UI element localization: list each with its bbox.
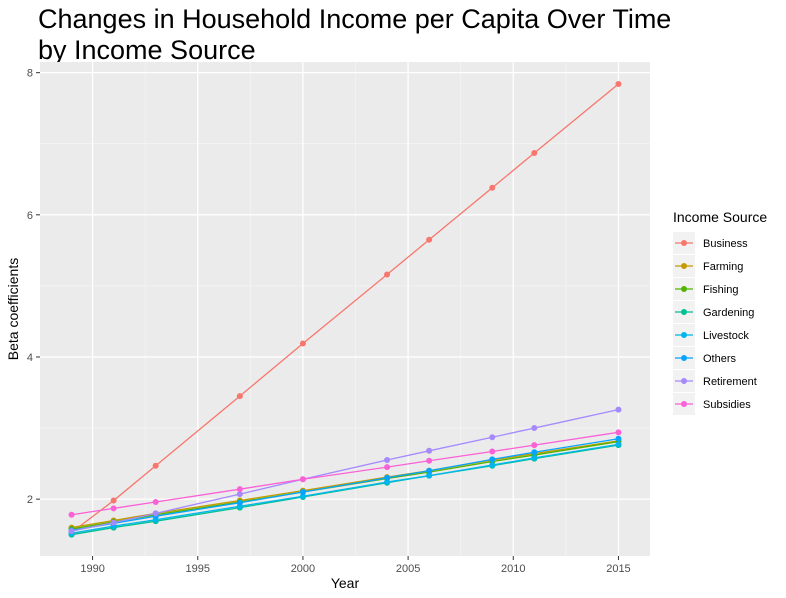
data-point-livestock <box>426 472 433 479</box>
x-axis-label: Year <box>331 575 360 591</box>
data-point-retirement <box>531 425 538 432</box>
data-point-subsidies <box>299 476 306 483</box>
legend: Business Farming Fishing Gardening Livestock… <box>673 232 757 415</box>
data-point-subsidies <box>68 511 75 518</box>
legend-key-point <box>681 240 687 246</box>
series-subsidies <box>68 429 622 518</box>
y-tick-label: 4 <box>27 352 33 364</box>
data-point-retirement <box>68 528 75 535</box>
legend-item-subsidies: Subsidies <box>673 393 751 415</box>
x-tick-label: 2015 <box>606 563 630 575</box>
data-point-livestock <box>489 462 496 469</box>
legend-key-point <box>681 332 687 338</box>
data-point-business <box>384 271 391 278</box>
data-point-livestock <box>615 441 622 448</box>
series-line-farming <box>71 440 619 529</box>
legend-item-farming: Farming <box>673 255 743 277</box>
legend-label-fishing: Fishing <box>703 284 738 296</box>
x-tick-label: 1995 <box>186 563 210 575</box>
y-tick-label: 2 <box>27 494 33 506</box>
data-point-business <box>489 184 496 191</box>
legend-title: Income Source <box>673 209 768 225</box>
data-point-subsidies <box>384 464 391 471</box>
data-point-others <box>299 489 306 496</box>
legend-key-point <box>681 263 687 269</box>
chart-title-line-2: by Income Source <box>38 35 256 65</box>
series-line-subsidies <box>71 431 619 516</box>
axis-layer: 1990 1995 2000 2005 2010 2015 2 4 6 8 <box>27 68 631 575</box>
legend-item-retirement: Retirement <box>673 370 757 392</box>
data-point-retirement <box>236 491 243 498</box>
legend-label-livestock: Livestock <box>703 330 749 342</box>
data-point-retirement <box>615 406 622 413</box>
x-tick-label: 2010 <box>501 563 525 575</box>
series-line-livestock <box>71 443 619 534</box>
legend-key-point <box>681 401 687 407</box>
data-point-subsidies <box>236 486 243 493</box>
data-point-others <box>236 499 243 506</box>
data-point-subsidies <box>489 448 496 455</box>
data-point-others <box>531 449 538 456</box>
chart-title: Changes in Household Income per Capita O… <box>38 4 738 66</box>
data-point-others <box>426 467 433 474</box>
data-point-business <box>426 236 433 243</box>
series-line-others <box>71 438 619 532</box>
legend-key-point <box>681 286 687 292</box>
legend-label-retirement: Retirement <box>703 376 757 388</box>
y-tick-label: 8 <box>27 68 33 80</box>
data-point-livestock <box>531 454 538 461</box>
data-point-subsidies <box>615 429 622 436</box>
data-point-business <box>531 149 538 156</box>
data-point-business <box>236 393 243 400</box>
legend-label-gardening: Gardening <box>703 307 754 319</box>
data-point-retirement <box>152 510 159 517</box>
legend-label-subsidies: Subsidies <box>703 399 751 411</box>
legend-item-others: Others <box>673 347 737 369</box>
data-point-subsidies <box>152 498 159 505</box>
y-tick-label: 6 <box>27 210 33 222</box>
data-point-subsidies <box>110 505 117 512</box>
chart-title-line-1: Changes in Household Income per Capita O… <box>38 4 672 34</box>
data-point-business <box>615 81 622 88</box>
x-tick-label: 1990 <box>80 563 104 575</box>
series-line-gardening <box>71 444 619 536</box>
data-point-retirement <box>384 457 391 464</box>
y-axis-label: Beta coefficients <box>5 258 21 360</box>
data-point-subsidies <box>531 442 538 449</box>
data-point-retirement <box>110 519 117 526</box>
x-tick-label: 2005 <box>396 563 420 575</box>
legend-item-fishing: Fishing <box>673 278 738 300</box>
data-point-others <box>615 435 622 442</box>
legend-label-farming: Farming <box>703 261 743 273</box>
series-line-retirement <box>71 408 619 532</box>
data-point-business <box>299 340 306 347</box>
data-point-others <box>384 474 391 481</box>
data-point-retirement <box>489 434 496 441</box>
legend-item-business: Business <box>673 232 748 254</box>
data-point-livestock <box>299 493 306 500</box>
legend-key-point <box>681 355 687 361</box>
legend-key-point <box>681 309 687 315</box>
series-layer <box>68 81 622 538</box>
data-point-retirement <box>426 447 433 454</box>
data-point-others <box>489 456 496 463</box>
legend-item-gardening: Gardening <box>673 301 754 323</box>
data-point-subsidies <box>426 457 433 464</box>
data-point-business <box>110 497 117 504</box>
data-point-business <box>152 462 159 469</box>
major-gridlines <box>40 62 650 556</box>
data-point-livestock <box>384 479 391 486</box>
x-tick-label: 2000 <box>291 563 315 575</box>
legend-item-livestock: Livestock <box>673 324 749 346</box>
legend-label-others: Others <box>703 353 737 365</box>
series-line-business <box>71 83 619 534</box>
legend-key-point <box>681 378 687 384</box>
legend-label-business: Business <box>703 238 748 250</box>
